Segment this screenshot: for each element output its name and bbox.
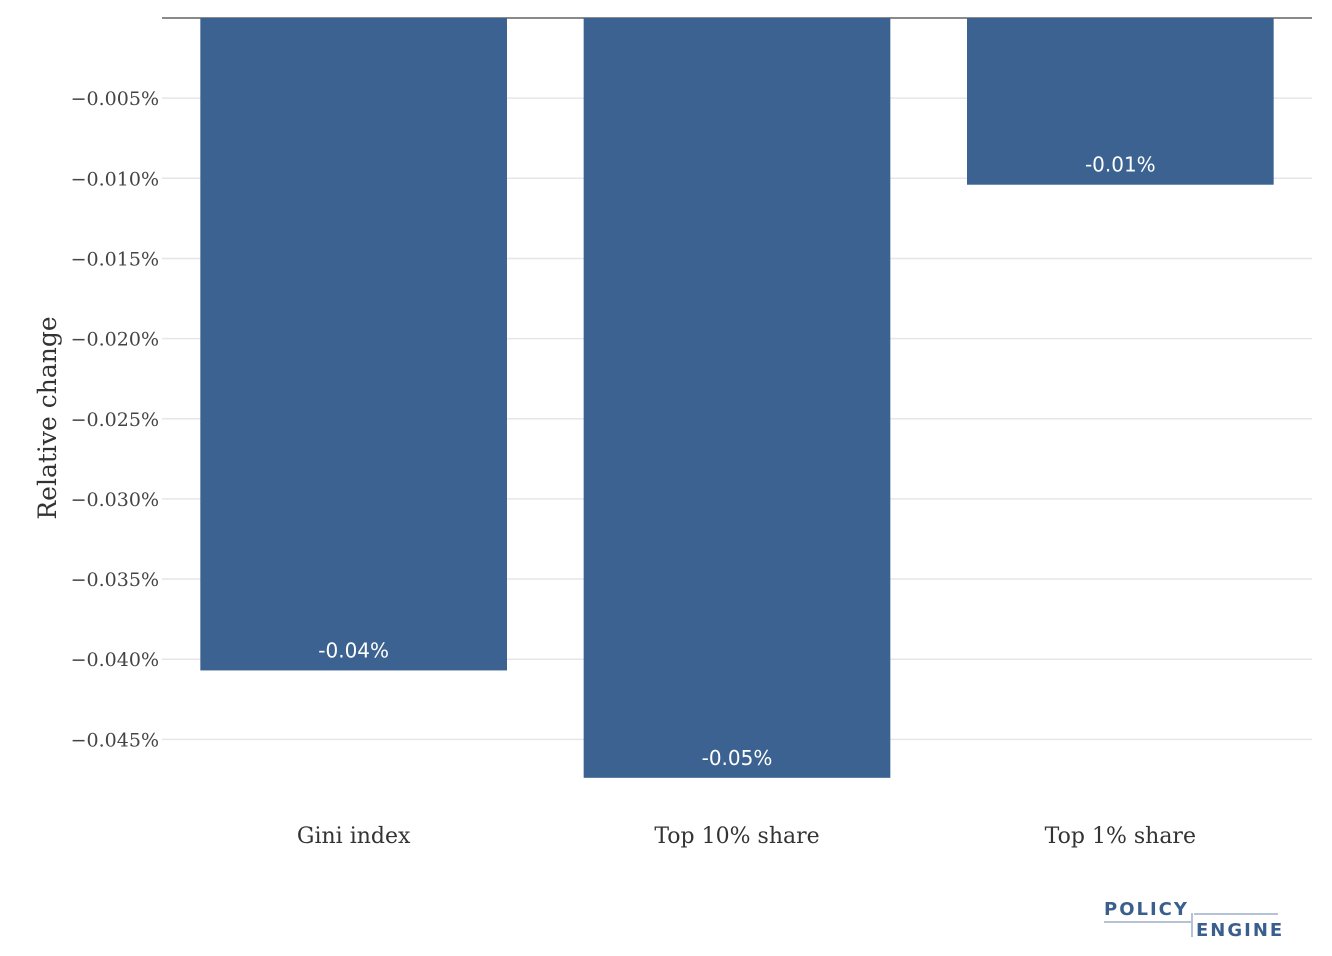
x-category-label: Top 10% share bbox=[654, 824, 819, 849]
logo-text-engine: ENGINE bbox=[1196, 920, 1285, 941]
logo-rule bbox=[1104, 921, 1192, 923]
logo-text-policy: POLICY bbox=[1104, 899, 1189, 920]
bar bbox=[967, 18, 1274, 185]
bar bbox=[200, 18, 508, 671]
y-tick-label: −0.040% bbox=[71, 649, 159, 671]
bar-data-label: -0.05% bbox=[702, 746, 773, 770]
policyengine-logo: POLICY ENGINE bbox=[1102, 898, 1282, 944]
logo-rule bbox=[1191, 913, 1193, 937]
x-category-label: Top 1% share bbox=[1045, 824, 1196, 849]
y-tick-label: −0.045% bbox=[71, 729, 159, 751]
bar bbox=[583, 18, 891, 778]
y-tick-label: −0.005% bbox=[71, 88, 159, 110]
x-category-label: Gini index bbox=[297, 824, 411, 849]
bars: -0.04% -0.05% -0.01% bbox=[200, 18, 1274, 778]
y-tick-label: −0.030% bbox=[71, 489, 159, 511]
y-axis-title: Relative change bbox=[33, 316, 62, 519]
bar-data-label: -0.01% bbox=[1085, 153, 1156, 177]
y-tick-label: −0.025% bbox=[71, 409, 159, 431]
x-category-labels: Gini index Top 10% share Top 1% share bbox=[297, 824, 1196, 849]
y-tick-label: −0.010% bbox=[71, 168, 159, 190]
logo-rule bbox=[1194, 913, 1278, 915]
y-tick-label: −0.035% bbox=[71, 569, 159, 591]
y-tick-labels: −0.005% −0.010% −0.015% −0.020% −0.025% −0.03… bbox=[71, 88, 159, 751]
bar-data-label: -0.04% bbox=[318, 638, 389, 662]
y-tick-label: −0.020% bbox=[71, 329, 159, 351]
y-tick-label: −0.015% bbox=[71, 248, 159, 270]
